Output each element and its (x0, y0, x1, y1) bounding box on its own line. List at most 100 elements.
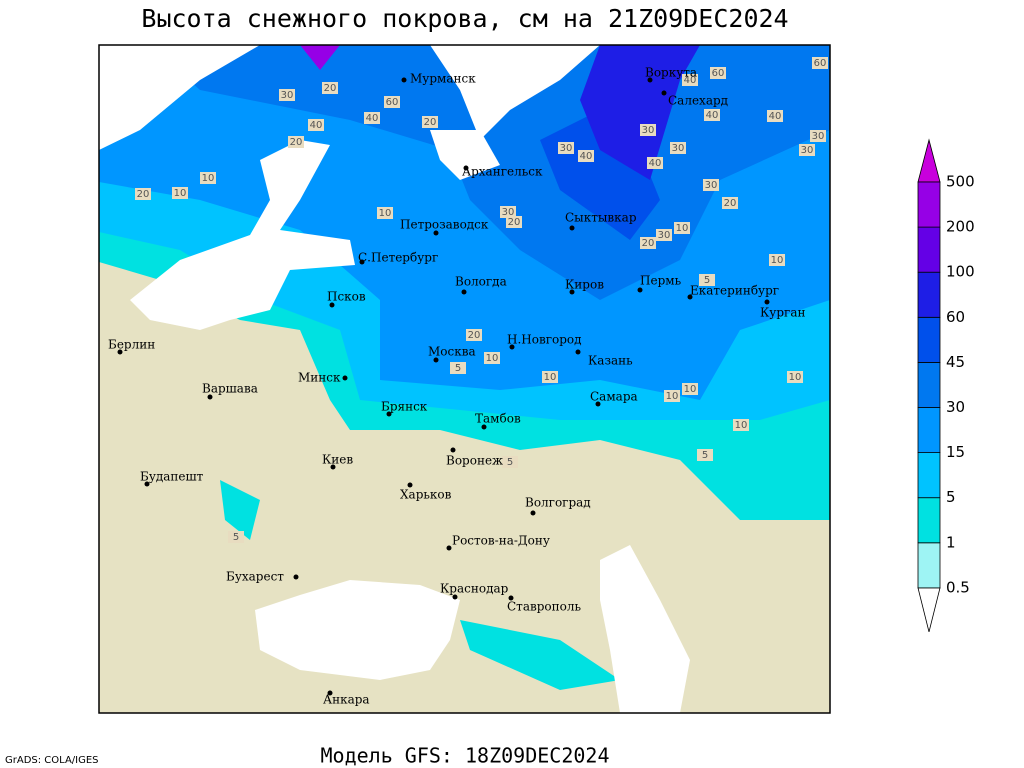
legend-label: 45 (946, 353, 965, 371)
contour-label: 10 (666, 391, 679, 402)
legend-bottom (917, 587, 941, 632)
city-label: Пермь (640, 274, 682, 288)
contour-label: 10 (379, 208, 392, 219)
contour-label: 10 (684, 384, 697, 395)
city-dot (661, 90, 667, 96)
legend-label: 200 (946, 218, 975, 236)
contour-label: 10 (735, 420, 748, 431)
contour-label: 20 (508, 217, 521, 228)
legend-box (917, 452, 941, 499)
contour-label: 5 (233, 532, 239, 543)
contour-label-bg (703, 179, 719, 191)
city-label: Варшава (202, 382, 258, 396)
city-dot (687, 294, 693, 300)
snow-caucasus (460, 620, 620, 690)
contour-label: 40 (366, 113, 379, 124)
city-label: Воркута (645, 66, 697, 80)
city-label: Краснодар (440, 582, 509, 596)
contour-label-bg (466, 329, 482, 341)
credit: GrADS: COLA/IGES (5, 755, 99, 766)
legend-label: 100 (946, 263, 975, 281)
city-dot (509, 344, 515, 350)
legend-label: 500 (946, 173, 975, 191)
contour-label-bg (647, 157, 663, 169)
city-dot (575, 349, 581, 355)
contour-label: 10 (202, 173, 215, 184)
contour-label: 30 (705, 180, 718, 191)
contour-label: 30 (502, 207, 515, 218)
contour-label: 5 (507, 457, 513, 468)
contour-label-bg (377, 207, 393, 219)
contour-label: 10 (771, 255, 784, 266)
city-label: Будапешт (140, 470, 204, 484)
contour-label: 10 (486, 353, 499, 364)
map-area (98, 44, 831, 714)
legend-box (917, 407, 941, 453)
snow-200 (300, 45, 340, 70)
legend-box (917, 542, 941, 589)
city-label: Тамбов (475, 412, 521, 426)
contour-label: 20 (724, 198, 737, 209)
city-label: Харьков (400, 488, 452, 502)
contour-label-bg (200, 172, 216, 184)
city-dot (386, 411, 392, 417)
title: Высота снежного покрова, см на 21Z09DEC2… (141, 4, 788, 33)
contour-label-bg (722, 197, 738, 209)
city-label: Псков (327, 290, 366, 304)
city-label: Екатеринбург (690, 284, 779, 298)
contour-label: 40 (706, 110, 719, 121)
city-dot (461, 289, 467, 295)
legend-box (917, 181, 941, 228)
contour-label: 30 (642, 125, 655, 136)
contour-label-bg (578, 150, 594, 162)
contour-label-bg (450, 362, 466, 374)
city-label: Архангельск (462, 165, 543, 179)
city-label: Брянск (381, 400, 428, 414)
contour-label-bg (506, 216, 522, 228)
contour-label-bg (502, 456, 518, 468)
city-label: Петрозаводск (400, 218, 489, 232)
legend-label: 30 (946, 398, 965, 416)
contour-label-bg (228, 531, 244, 543)
legend-box (917, 226, 941, 273)
contour-label-bg (364, 112, 380, 124)
city-dot (407, 482, 413, 488)
contour-label-bg (135, 188, 151, 200)
city-dot (433, 357, 439, 363)
city-dot (569, 289, 575, 295)
contour-label-bg (704, 109, 720, 121)
legend-box (917, 497, 941, 544)
snow-60 (580, 45, 700, 180)
contour-label: 30 (812, 131, 825, 142)
snow-carpathians (220, 480, 260, 540)
contour-label: 20 (324, 83, 337, 94)
city-dot (207, 394, 213, 400)
footer: Модель GFS: 18Z09DEC2024 (321, 744, 610, 768)
contour-label-bg (308, 119, 324, 131)
contour-label: 20 (642, 238, 655, 249)
city-dot (647, 77, 653, 83)
legend-label: 60 (946, 308, 965, 326)
city-dot (452, 594, 458, 600)
city-label: Берлин (108, 338, 155, 352)
city-dot (481, 424, 487, 430)
city-label: Курган (760, 306, 805, 320)
contour-label-bg (670, 142, 686, 154)
contour-label-bg (674, 222, 690, 234)
contour-label-bg (769, 254, 785, 266)
city-label: Киров (565, 278, 604, 292)
contour-label: 30 (560, 143, 573, 154)
contour-label-bg (733, 419, 749, 431)
contour-label-bg (787, 371, 803, 383)
contour-label-bg (710, 67, 726, 79)
contour-label-bg (799, 144, 815, 156)
legend-box (917, 361, 941, 408)
city-dot (508, 595, 514, 601)
city-label: Вологда (455, 275, 507, 289)
contour-label-bg (558, 142, 574, 154)
contour-label-bg (172, 187, 188, 199)
city-dot (117, 349, 123, 355)
legend-label: 5 (946, 488, 956, 506)
contour-label-bg (767, 110, 783, 122)
contour-label: 20 (468, 330, 481, 341)
